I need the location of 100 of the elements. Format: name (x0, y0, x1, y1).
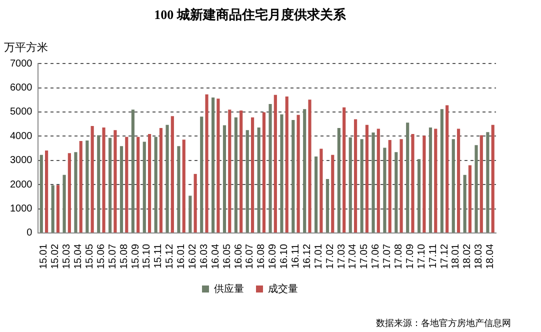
bar (262, 112, 266, 232)
bar (200, 116, 204, 232)
bar (348, 137, 352, 232)
x-tick-label: 18.02 (462, 244, 474, 270)
bar (170, 116, 174, 232)
bar (86, 140, 89, 232)
bar (428, 127, 432, 232)
y-tick-label: 6000 (10, 82, 33, 94)
bar (360, 139, 364, 232)
bar (159, 128, 163, 232)
x-tick-label: 16.04 (210, 244, 222, 270)
bar (400, 139, 403, 232)
y-tick-label: 4000 (10, 130, 33, 142)
bar (446, 105, 449, 232)
x-tick-label: 17.12 (439, 244, 450, 270)
bar (177, 146, 180, 232)
bar (240, 110, 243, 232)
x-tick-label: 17.08 (393, 244, 404, 270)
bar (56, 185, 60, 232)
x-tick-label: 16.03 (198, 244, 210, 270)
x-tick-label: 16.07 (244, 244, 256, 270)
bar (166, 124, 169, 232)
x-tick-label: 16.05 (222, 244, 233, 270)
x-tick-label: 18.01 (450, 244, 462, 270)
y-tick-label: 5000 (10, 106, 33, 118)
x-tick-label: 17.05 (359, 244, 370, 270)
bar (234, 117, 238, 232)
x-tick-label: 15.01 (38, 244, 50, 270)
bar (51, 185, 54, 232)
bar (114, 130, 117, 232)
bar (205, 94, 208, 232)
x-tick-label: 16.10 (279, 244, 290, 270)
x-tick-label: 17.01 (313, 244, 324, 270)
x-tick-label: 17.11 (428, 244, 439, 268)
bar (212, 97, 215, 232)
bar (491, 124, 494, 232)
x-tick-label: 15.07 (107, 244, 118, 270)
bar (79, 141, 82, 232)
x-tick-label: 15.05 (84, 244, 96, 270)
bar (411, 134, 414, 232)
bar (102, 127, 106, 232)
bar (285, 96, 288, 232)
bar (136, 136, 140, 232)
bar (383, 148, 386, 232)
y-tick-label: 0 (26, 228, 33, 239)
x-tick-label: 17.04 (348, 244, 359, 270)
bar (372, 132, 375, 232)
x-tick-label: 16.08 (256, 244, 268, 270)
x-tick-label: 16.01 (176, 244, 188, 270)
bar (468, 165, 472, 232)
bar (142, 142, 146, 232)
bar (314, 156, 318, 232)
bar (125, 136, 128, 232)
bar (40, 154, 43, 232)
bar (388, 140, 392, 232)
bar (148, 134, 152, 232)
bar (274, 94, 277, 232)
bar (120, 146, 124, 232)
y-tick-label: 3000 (10, 155, 33, 166)
bar (337, 128, 340, 232)
bar (308, 100, 312, 232)
bar (292, 120, 295, 232)
bar (68, 153, 71, 232)
y-axis-title: 万平方米 (4, 41, 48, 54)
bar (45, 150, 48, 232)
x-tick-label: 17.06 (370, 244, 382, 270)
bar (365, 124, 369, 232)
x-tick-label: 15.08 (118, 244, 130, 270)
bar (463, 174, 466, 232)
bar (326, 179, 330, 232)
bar (108, 138, 112, 232)
x-tick-label: 15.10 (142, 244, 153, 270)
y-tick-label: 1000 (10, 204, 33, 215)
x-tick-label: 15.06 (96, 244, 107, 270)
bar (222, 125, 226, 232)
bar (354, 119, 358, 232)
bar (422, 136, 426, 232)
bar (406, 122, 410, 232)
bar (131, 110, 134, 232)
x-tick-label: 15.09 (130, 244, 142, 270)
x-tick-label: 15.11 (153, 244, 164, 268)
x-tick-label: 17.10 (416, 244, 428, 270)
legend-label: 供应量 (214, 282, 244, 295)
x-tick-label: 18.03 (474, 244, 485, 270)
bar (320, 148, 323, 232)
x-tick-label: 15.03 (62, 244, 73, 270)
legend-label: 成交量 (268, 282, 298, 295)
x-tick-label: 15.04 (73, 244, 84, 270)
bar (182, 140, 186, 232)
x-tick-label: 17.07 (382, 244, 394, 270)
bar (456, 128, 460, 232)
x-tick-label: 17.03 (336, 244, 348, 270)
bar (394, 152, 398, 232)
y-tick-label: 7000 (10, 58, 33, 70)
bar (246, 130, 249, 232)
x-tick-label: 16.11 (290, 244, 302, 268)
x-tick-label: 18.04 (485, 244, 496, 270)
x-tick-label: 15.12 (164, 244, 176, 270)
x-tick-label: 16.12 (302, 244, 313, 270)
x-tick-label: 17.02 (324, 244, 336, 270)
